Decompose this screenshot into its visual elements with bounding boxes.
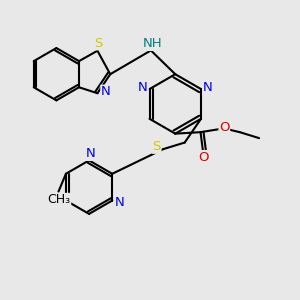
Text: N: N [203,81,212,94]
Text: O: O [219,121,230,134]
Text: N: N [86,147,95,161]
Text: NH: NH [142,38,162,50]
Text: N: N [101,85,111,98]
Text: CH₃: CH₃ [47,194,70,206]
Text: N: N [115,196,124,208]
Text: S: S [94,37,102,50]
Text: O: O [198,151,209,164]
Text: N: N [138,81,148,94]
Text: S: S [152,140,161,153]
